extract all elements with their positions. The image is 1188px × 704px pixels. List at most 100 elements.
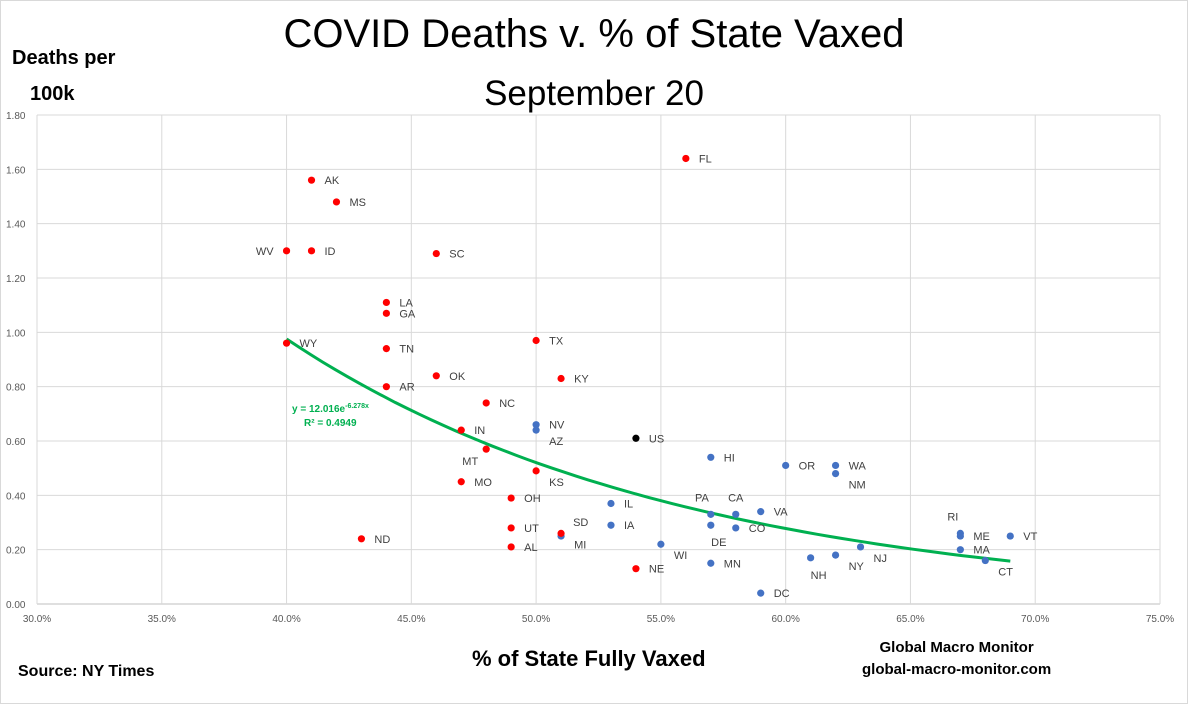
x-tick-label: 75.0% bbox=[1146, 614, 1174, 625]
label-ma: MA bbox=[973, 545, 990, 557]
point-ut bbox=[507, 524, 515, 532]
point-il bbox=[607, 499, 615, 508]
label-ca: CA bbox=[728, 492, 744, 504]
point-us bbox=[632, 434, 640, 442]
label-id: ID bbox=[325, 246, 336, 258]
label-tx: TX bbox=[549, 335, 564, 347]
point-fl bbox=[682, 154, 690, 163]
point-wy bbox=[282, 339, 291, 347]
label-wy: WY bbox=[300, 338, 318, 350]
point-co bbox=[732, 524, 740, 532]
trendline-equation: y = 12.016e-6.278x bbox=[292, 403, 369, 415]
y-axis-label: Deaths per 100k bbox=[12, 40, 115, 112]
gridlines bbox=[36, 114, 1161, 605]
point-ma bbox=[956, 546, 964, 554]
point-me bbox=[956, 532, 964, 540]
point-ms bbox=[332, 198, 341, 206]
point-tn bbox=[382, 345, 390, 353]
x-tick-label: 45.0% bbox=[397, 614, 425, 625]
label-sd: SD bbox=[573, 517, 588, 529]
label-nv: NV bbox=[549, 420, 565, 432]
label-nc: NC bbox=[499, 398, 515, 410]
label-mo: MO bbox=[474, 477, 492, 489]
x-tick-label: 40.0% bbox=[272, 614, 300, 625]
point-nc bbox=[482, 399, 490, 407]
point-mo bbox=[457, 478, 465, 486]
point-nd bbox=[357, 535, 366, 543]
label-ri: RI bbox=[947, 511, 958, 523]
label-pa: PA bbox=[695, 492, 710, 504]
label-az: AZ bbox=[549, 436, 563, 448]
point-or bbox=[782, 461, 790, 470]
y-tick-labels: 0.00 0.20 0.40 0.60 0.80 1.00 1.20 1.40 1.60 1.80 bbox=[6, 111, 26, 611]
y-tick-label: 0.40 bbox=[6, 491, 26, 502]
brand-name: Global Macro Monitor bbox=[879, 639, 1034, 656]
point-mi bbox=[557, 529, 565, 537]
label-nh: NH bbox=[811, 570, 827, 582]
y-tick-label: 1.20 bbox=[6, 274, 26, 285]
y-tick-label: 0.60 bbox=[6, 437, 26, 448]
trendline bbox=[285, 337, 1011, 563]
label-ky: KY bbox=[574, 374, 589, 386]
label-sc: SC bbox=[449, 249, 464, 261]
point-dc bbox=[757, 589, 765, 597]
label-vt: VT bbox=[1023, 531, 1037, 543]
point-pa bbox=[707, 510, 715, 518]
point-ky bbox=[557, 374, 565, 383]
label-ak: AK bbox=[325, 175, 340, 187]
point-ct bbox=[981, 556, 989, 565]
chart-subtitle: September 20 bbox=[484, 74, 704, 113]
trendline-r-squared: R² = 0.4949 bbox=[304, 418, 357, 429]
y-tick-label: 1.00 bbox=[6, 328, 26, 339]
point-ne bbox=[632, 565, 640, 573]
y-axis-label-line-2: 100k bbox=[30, 83, 75, 105]
label-me: ME bbox=[973, 531, 990, 543]
y-tick-label: 1.80 bbox=[6, 111, 26, 122]
chart-title: COVID Deaths v. % of State Vaxed bbox=[283, 12, 905, 56]
point-la bbox=[382, 298, 390, 307]
point-in bbox=[457, 426, 465, 434]
y-tick-label: 0.00 bbox=[6, 600, 26, 611]
point-nh bbox=[807, 554, 815, 562]
y-tick-label: 1.60 bbox=[6, 165, 26, 176]
point-al bbox=[507, 543, 515, 551]
label-ne: NE bbox=[649, 564, 664, 576]
x-axis-label: % of State Fully Vaxed bbox=[472, 646, 706, 671]
label-mn: MN bbox=[724, 558, 741, 570]
label-or: OR bbox=[799, 460, 816, 472]
point-wi bbox=[657, 540, 665, 548]
point-id bbox=[307, 247, 316, 255]
x-tick-labels: 30.0% 35.0% 40.0% 45.0% 50.0% 55.0% 60.0% 65.0%… bbox=[23, 614, 1174, 625]
label-us: US bbox=[649, 433, 664, 445]
label-va: VA bbox=[774, 507, 789, 519]
equation-exponent: -6.278x bbox=[345, 403, 369, 410]
point-nm bbox=[831, 470, 840, 478]
label-ms: MS bbox=[349, 197, 366, 209]
x-tick-label: 50.0% bbox=[522, 614, 550, 625]
point-va bbox=[757, 508, 765, 516]
y-tick-label: 0.80 bbox=[6, 383, 26, 394]
x-tick-label: 70.0% bbox=[1021, 614, 1049, 625]
point-sc bbox=[432, 249, 440, 258]
label-al: AL bbox=[524, 542, 537, 554]
label-ok: OK bbox=[449, 371, 466, 383]
point-hi bbox=[707, 453, 715, 461]
brand-url: global-macro-monitor.com bbox=[862, 661, 1052, 678]
label-in: IN bbox=[474, 425, 485, 437]
point-wa bbox=[831, 461, 840, 470]
source-note: Source: NY Times bbox=[18, 663, 155, 680]
point-nv bbox=[532, 421, 540, 429]
point-ks bbox=[532, 467, 540, 475]
label-fl: FL bbox=[699, 153, 712, 165]
point-de bbox=[707, 521, 715, 529]
label-la: LA bbox=[399, 297, 413, 309]
label-ny: NY bbox=[849, 561, 865, 573]
label-wa: WA bbox=[849, 460, 867, 472]
y-axis-label-line-1: Deaths per bbox=[12, 47, 116, 69]
label-dc: DC bbox=[774, 588, 790, 600]
point-az bbox=[532, 426, 540, 434]
x-tick-label: 60.0% bbox=[771, 614, 799, 625]
label-ut: UT bbox=[524, 523, 539, 535]
y-tick-label: 1.40 bbox=[6, 220, 26, 231]
